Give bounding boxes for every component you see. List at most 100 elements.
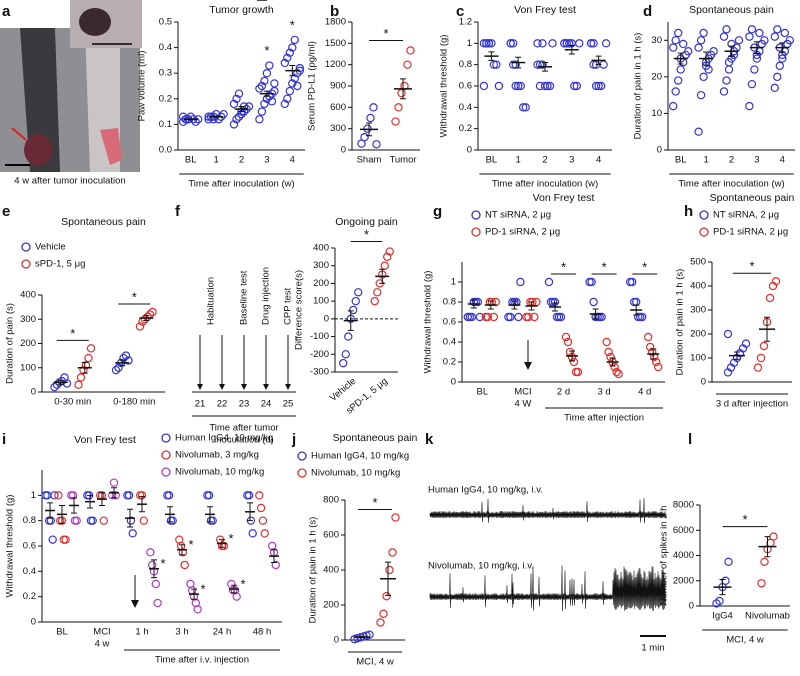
x-tick-label: 2 <box>729 155 734 166</box>
x-tick-label: 4 <box>596 155 601 166</box>
data-point <box>406 46 415 55</box>
data-point <box>745 101 754 111</box>
data-point <box>234 89 244 98</box>
data-point <box>684 47 693 56</box>
arrow <box>11 127 27 141</box>
x-tick-label: BL <box>486 155 498 166</box>
y-tick-label: -100 <box>310 331 329 342</box>
photo-leg <box>20 28 60 172</box>
data-point <box>373 288 382 297</box>
data-point <box>280 58 289 68</box>
x-axis-label: MCI, 4 w <box>356 657 394 668</box>
data-point <box>589 39 598 48</box>
data-point <box>139 516 148 525</box>
legend-label: PD-1 siRNA, 2 μg <box>485 227 560 238</box>
y-tick-label: 1 <box>31 490 36 501</box>
data-point <box>586 39 596 48</box>
significance: * <box>742 512 747 527</box>
significance: * <box>240 577 245 592</box>
data-point <box>111 491 121 500</box>
legend-label: NT siRNA, 2 μg <box>485 210 551 221</box>
y-tick-label: 30 <box>651 35 662 46</box>
timeline-arrow-head <box>241 384 247 390</box>
sem-bar <box>151 559 157 579</box>
panel-letter: d <box>643 3 652 20</box>
legend-marker <box>699 210 709 220</box>
data-point <box>535 60 545 69</box>
data-point <box>382 592 391 601</box>
y-tick-label: 0 <box>31 617 36 628</box>
data-point <box>379 609 388 618</box>
sem-bar <box>719 578 726 596</box>
y-tick-label: 0.2 <box>443 357 456 368</box>
data-point <box>719 32 729 41</box>
legend-marker <box>161 467 171 477</box>
y-tick-label: 300 <box>313 260 329 271</box>
y-axis-label: Duration of pain (s) <box>5 303 16 384</box>
sem-bar <box>247 502 253 522</box>
y-tick-label: 4000 <box>673 550 694 561</box>
significance: * <box>264 43 269 58</box>
data-point <box>538 39 547 48</box>
data-point <box>654 362 663 372</box>
data-point <box>400 81 409 91</box>
data-point <box>538 60 547 69</box>
panel-letter: g <box>433 203 442 220</box>
sem-bar <box>289 65 296 77</box>
sem-bar <box>764 316 770 342</box>
data-point <box>403 60 412 69</box>
sem-bar <box>488 51 495 61</box>
sem-bar <box>609 357 616 367</box>
data-point <box>757 579 766 588</box>
x-tick-label: 4 <box>290 155 295 166</box>
chart-title: Spontaneous pain <box>710 192 795 204</box>
sem-bar <box>231 584 237 594</box>
panel-letter: f <box>175 203 181 220</box>
x-axis-label: Time after inoculation (w) <box>188 179 294 190</box>
sem-bar <box>99 492 105 506</box>
x-tick-label: 3 <box>264 155 269 166</box>
y-tick-label: 0.6 <box>443 317 456 328</box>
data-point <box>280 99 289 109</box>
panel-letter: e <box>2 203 10 220</box>
y-tick-label: 0.8 <box>23 515 36 526</box>
data-point <box>487 39 496 48</box>
x-tick-label: 24 h <box>213 627 232 638</box>
data-point <box>715 596 724 606</box>
significance: * <box>364 227 369 242</box>
x-tick-label: BL <box>476 387 488 398</box>
y-axis-label: Duration of pain in 1 h (s) <box>308 517 319 624</box>
data-point <box>109 478 119 487</box>
x-tick-label: 0-30 min <box>54 397 91 408</box>
data-point <box>383 252 392 262</box>
data-point <box>699 28 708 38</box>
data-point <box>773 72 782 82</box>
data-point <box>671 36 680 45</box>
legend-label: Nivolumab, 10 mg/kg <box>175 467 264 478</box>
sem-bar <box>400 78 406 100</box>
x-tick-sublabel: 4 W <box>514 399 531 410</box>
sem-bar <box>143 315 150 321</box>
significance: * <box>602 259 607 274</box>
trace <box>429 565 666 612</box>
significance: * <box>228 531 233 546</box>
data-point <box>696 36 706 45</box>
sem-bar <box>728 45 735 57</box>
trace <box>429 498 666 524</box>
data-point <box>283 53 292 63</box>
y-tick-label: 0.6 <box>23 541 36 552</box>
y-tick-label: 0.5 <box>159 17 172 28</box>
timeline-day: 25 <box>283 399 294 410</box>
legend-label: sPD-1, 5 μg <box>35 259 85 270</box>
data-point <box>519 103 528 112</box>
data-point <box>62 379 72 388</box>
data-point <box>164 491 174 500</box>
data-point <box>380 261 389 270</box>
data-point <box>785 36 795 45</box>
sem-bar <box>263 90 270 97</box>
data-point <box>385 247 394 256</box>
data-point <box>601 39 611 48</box>
data-point <box>755 28 764 38</box>
data-point <box>614 369 623 379</box>
data-point <box>351 296 360 306</box>
